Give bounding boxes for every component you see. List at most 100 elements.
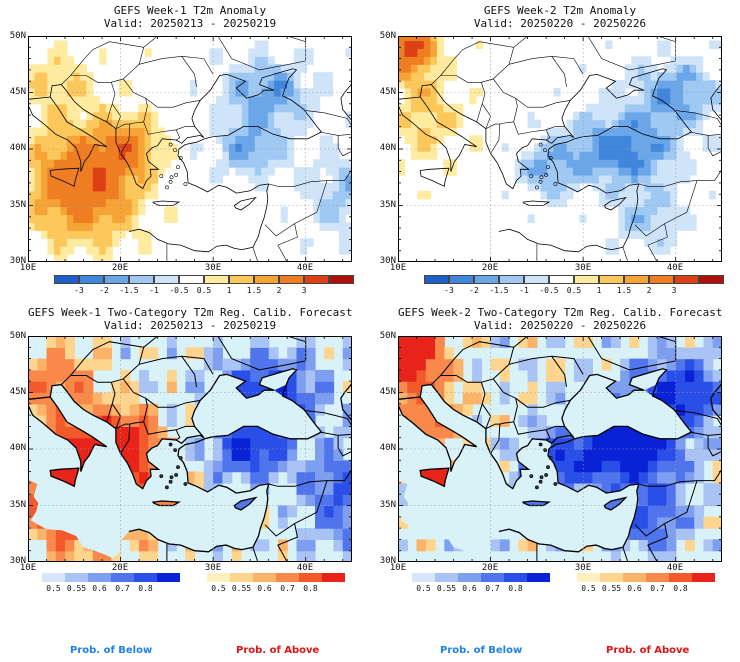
field-cell (666, 449, 677, 461)
field-cell (644, 127, 652, 136)
field-cell (518, 460, 529, 473)
field-cell (73, 143, 81, 152)
field-cell (83, 358, 94, 371)
field-cell (138, 175, 146, 184)
field-cell (41, 119, 49, 129)
field-cell (436, 103, 444, 113)
field-cell (462, 403, 473, 416)
field-cell (631, 230, 639, 239)
border-line (338, 433, 352, 436)
border-line (175, 429, 181, 441)
field-cell (676, 143, 684, 152)
field-cell (566, 135, 574, 144)
field-cell (313, 95, 321, 105)
field-cell (157, 159, 165, 168)
field-cell (41, 167, 49, 176)
field-cell (46, 358, 57, 371)
field-cell (300, 127, 308, 136)
field-cell (407, 415, 418, 427)
field-cell (676, 64, 684, 73)
field-cell (254, 48, 262, 57)
field-cell (683, 111, 691, 121)
field-cell (131, 143, 139, 152)
field-cell (261, 151, 269, 160)
field-cell (99, 238, 107, 247)
field-cell (624, 143, 632, 152)
field-cell (65, 528, 75, 540)
colorbar-swatch (111, 573, 134, 582)
field-cell (157, 167, 165, 176)
field-cell (53, 48, 61, 57)
field-cell (638, 494, 649, 507)
field-cell (215, 175, 223, 184)
field-cell (663, 143, 671, 152)
field-cell (670, 190, 678, 200)
field-cell (86, 151, 94, 160)
field-cell (326, 80, 334, 89)
field-cell (666, 358, 677, 371)
field-cell (47, 48, 55, 57)
field-cell (306, 175, 314, 184)
field-cell (425, 336, 436, 348)
field-cell (411, 143, 419, 152)
field-cell (573, 111, 581, 121)
field-cell (99, 48, 107, 57)
field-cell (261, 40, 269, 49)
field-cell (105, 198, 113, 208)
lat-label: 40N (9, 143, 26, 153)
field-cell (509, 437, 519, 450)
field-cell (694, 437, 705, 450)
field-cell (345, 182, 352, 192)
field-cell (527, 182, 535, 192)
field-cell (148, 403, 159, 416)
field-cell (34, 175, 42, 184)
field-cell (598, 135, 606, 144)
field-cell (287, 119, 295, 129)
field-cell (250, 369, 261, 382)
field-cell (618, 127, 626, 136)
field-cell (118, 222, 126, 231)
field-cell (430, 103, 438, 113)
field-cell (213, 550, 223, 562)
island (548, 456, 553, 460)
field-cell (663, 40, 671, 49)
field-cell (527, 214, 535, 223)
field-cell (259, 460, 270, 473)
field-cell (398, 56, 406, 65)
field-cell (675, 358, 686, 371)
field-cell (34, 159, 42, 168)
field-cell (60, 238, 68, 247)
field-cell (675, 516, 686, 529)
field-cell (102, 347, 112, 360)
field-cell (605, 127, 613, 136)
field-cell (28, 95, 36, 105)
field-cell (112, 103, 120, 113)
field-cell (139, 460, 149, 473)
field-cell (638, 449, 649, 461)
field-cell (203, 347, 214, 360)
field-cell (213, 358, 223, 371)
prob-above-label-2: Prob. of Above (606, 645, 690, 656)
field-cell (657, 528, 668, 540)
field-cell (248, 48, 256, 57)
colorbar-label: 0.5 (581, 584, 596, 593)
field-cell (598, 190, 606, 200)
field-cell (435, 336, 445, 348)
field-cell (605, 182, 613, 192)
field-cell (345, 119, 352, 129)
field-cell (248, 159, 256, 168)
field-cell (443, 56, 451, 65)
field-cell (254, 143, 262, 152)
field-cell (151, 143, 159, 152)
field-cell (546, 358, 556, 371)
field-cell (650, 222, 658, 231)
field-cell (277, 516, 288, 529)
field-cell (47, 159, 55, 168)
field-cell (527, 175, 535, 184)
field-cell (644, 167, 652, 176)
field-cell (125, 127, 133, 136)
field-cell (709, 135, 717, 144)
field-cell (287, 151, 295, 160)
border-line (305, 410, 352, 427)
field-cell (663, 48, 671, 57)
